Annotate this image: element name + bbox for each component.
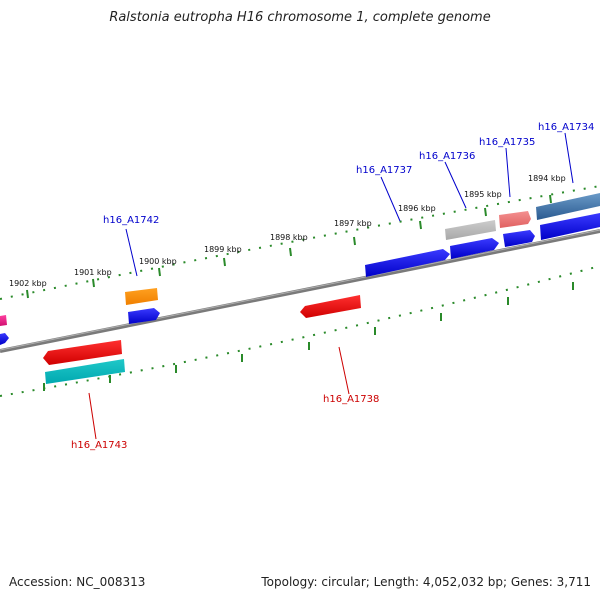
gene-labels: h16_A1742 h16_A1737 h16_A1736 h16_A1735 … — [71, 122, 594, 451]
gene-features — [0, 193, 600, 384]
scale-labels: 1902 kbp 1901 kbp 1900 kbp 1899 kbp 1898… — [9, 174, 566, 288]
gene-arrow[interactable] — [300, 295, 361, 318]
scale-label: 1901 kbp — [74, 268, 112, 277]
gene-arrow[interactable] — [0, 315, 7, 326]
gene-label: h16_A1735 — [479, 137, 535, 148]
gene-label: h16_A1738 — [323, 394, 379, 405]
gene-label: h16_A1743 — [71, 440, 127, 451]
gene-arrow[interactable] — [45, 359, 125, 384]
gene-arrow[interactable] — [43, 340, 122, 365]
scale-label: 1897 kbp — [334, 219, 372, 228]
forward-tick-track — [0, 185, 600, 300]
scale-label: 1900 kbp — [139, 257, 177, 266]
scale-label: 1902 kbp — [9, 279, 47, 288]
scale-label: 1898 kbp — [270, 233, 308, 242]
leader-lines-forward — [125, 132, 574, 277]
gene-arrow[interactable] — [445, 220, 496, 240]
major-ticks-reverse — [43, 282, 574, 391]
leader-lines-reverse — [88, 346, 350, 440]
scale-label: 1894 kbp — [528, 174, 566, 183]
gene-label: h16_A1742 — [103, 215, 159, 226]
gene-label: h16_A1737 — [356, 165, 412, 176]
gene-label: h16_A1734 — [538, 122, 594, 133]
gene-arrow[interactable] — [536, 193, 600, 220]
gene-arrow[interactable] — [0, 333, 9, 345]
reverse-tick-track — [0, 265, 600, 397]
gene-arrow[interactable] — [125, 288, 158, 305]
genome-backbone — [0, 229, 600, 353]
map-title: Ralstonia eutropha H16 chromosome 1, com… — [109, 10, 491, 25]
gene-arrow[interactable] — [128, 308, 160, 324]
accession-text: Accession: NC_008313 — [9, 575, 146, 589]
major-ticks-forward — [26, 194, 552, 299]
gene-arrow[interactable] — [499, 211, 531, 228]
genome-stats-text: Topology: circular; Length: 4,052,032 bp… — [261, 575, 591, 589]
gene-arrow[interactable] — [450, 238, 499, 259]
gene-arrow[interactable] — [503, 230, 535, 247]
gene-arrow[interactable] — [540, 213, 600, 240]
gene-arrow[interactable] — [365, 249, 450, 277]
scale-label: 1899 kbp — [204, 245, 242, 254]
scale-label: 1895 kbp — [464, 190, 502, 199]
scale-label: 1896 kbp — [398, 204, 436, 213]
gene-label: h16_A1736 — [419, 151, 475, 162]
